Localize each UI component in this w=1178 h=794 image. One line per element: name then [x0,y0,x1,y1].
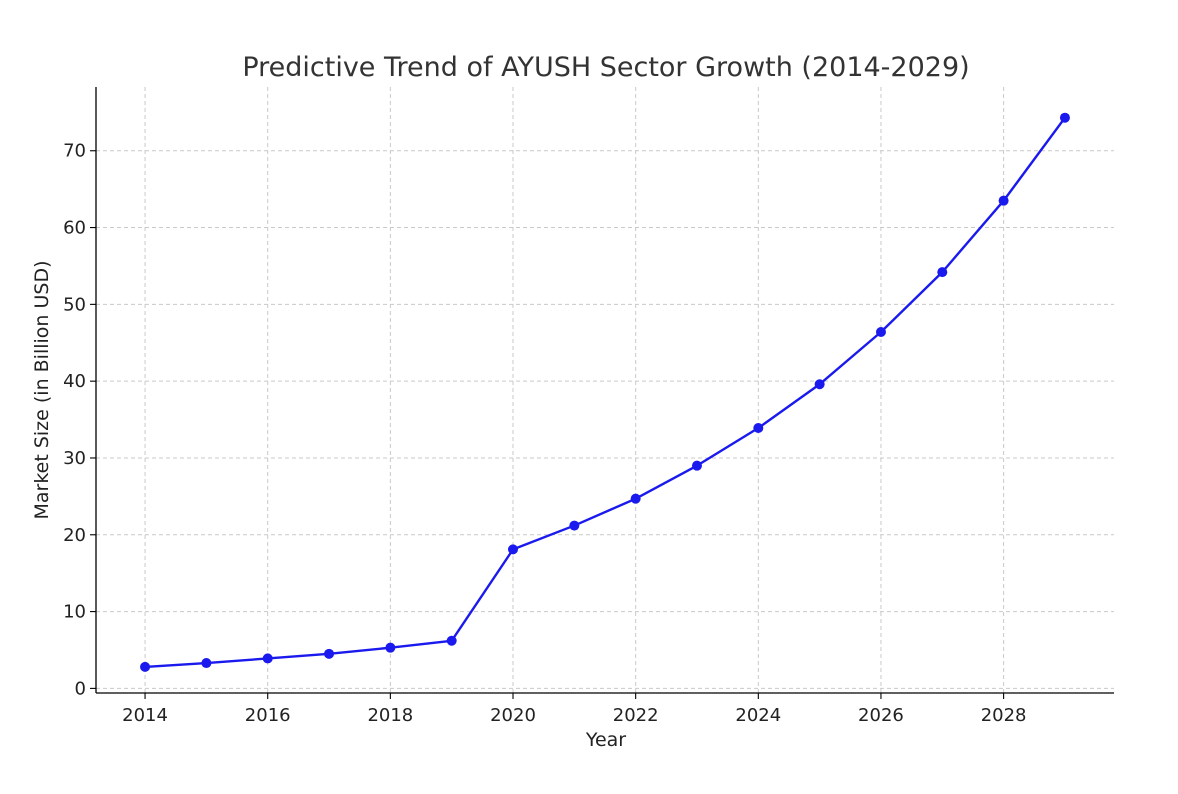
axes [95,87,1114,694]
x-tick-label: 2024 [735,705,781,726]
data-point [937,267,948,278]
y-axis-label: Market Size (in Billion USD) [31,260,53,519]
data-point [262,653,273,664]
data-point [508,544,519,555]
x-axis-label: Year [585,729,626,751]
y-tick-label: 50 [63,294,86,315]
y-tick-label: 10 [63,602,86,623]
x-tick-label: 2020 [490,705,536,726]
data-point [569,520,580,531]
chart-title: Predictive Trend of AYUSH Sector Growth … [242,52,969,83]
y-tick-label: 0 [75,678,86,699]
data-point [814,379,825,390]
x-tick-label: 2022 [613,705,659,726]
data-point [201,658,212,669]
y-tick-label: 20 [63,525,86,546]
data-point [875,327,886,338]
x-tick-label: 2018 [367,705,413,726]
data-point [140,661,151,672]
grid [96,87,1114,693]
x-tick-label: 2014 [122,705,168,726]
y-tick-label: 40 [63,371,86,392]
y-tick-label: 60 [63,218,86,239]
y-tick-label: 30 [63,448,86,469]
x-tick-label: 2026 [858,705,904,726]
data-point [753,423,764,434]
data-point [385,642,396,653]
x-tick-label: 2028 [981,705,1027,726]
data-point [446,635,457,646]
x-tick-label: 2016 [245,705,291,726]
y-tick-label: 70 [63,141,86,162]
series [140,112,1070,672]
ticks: 2014 2016 2018 2020 2022 2024 2026 2028 0 10 20 30 4… [63,141,1026,726]
series-line [144,117,1066,669]
data-point [324,648,335,659]
data-point [1059,112,1070,123]
data-point [998,195,1009,206]
data-point [630,493,641,504]
data-point [691,460,702,471]
